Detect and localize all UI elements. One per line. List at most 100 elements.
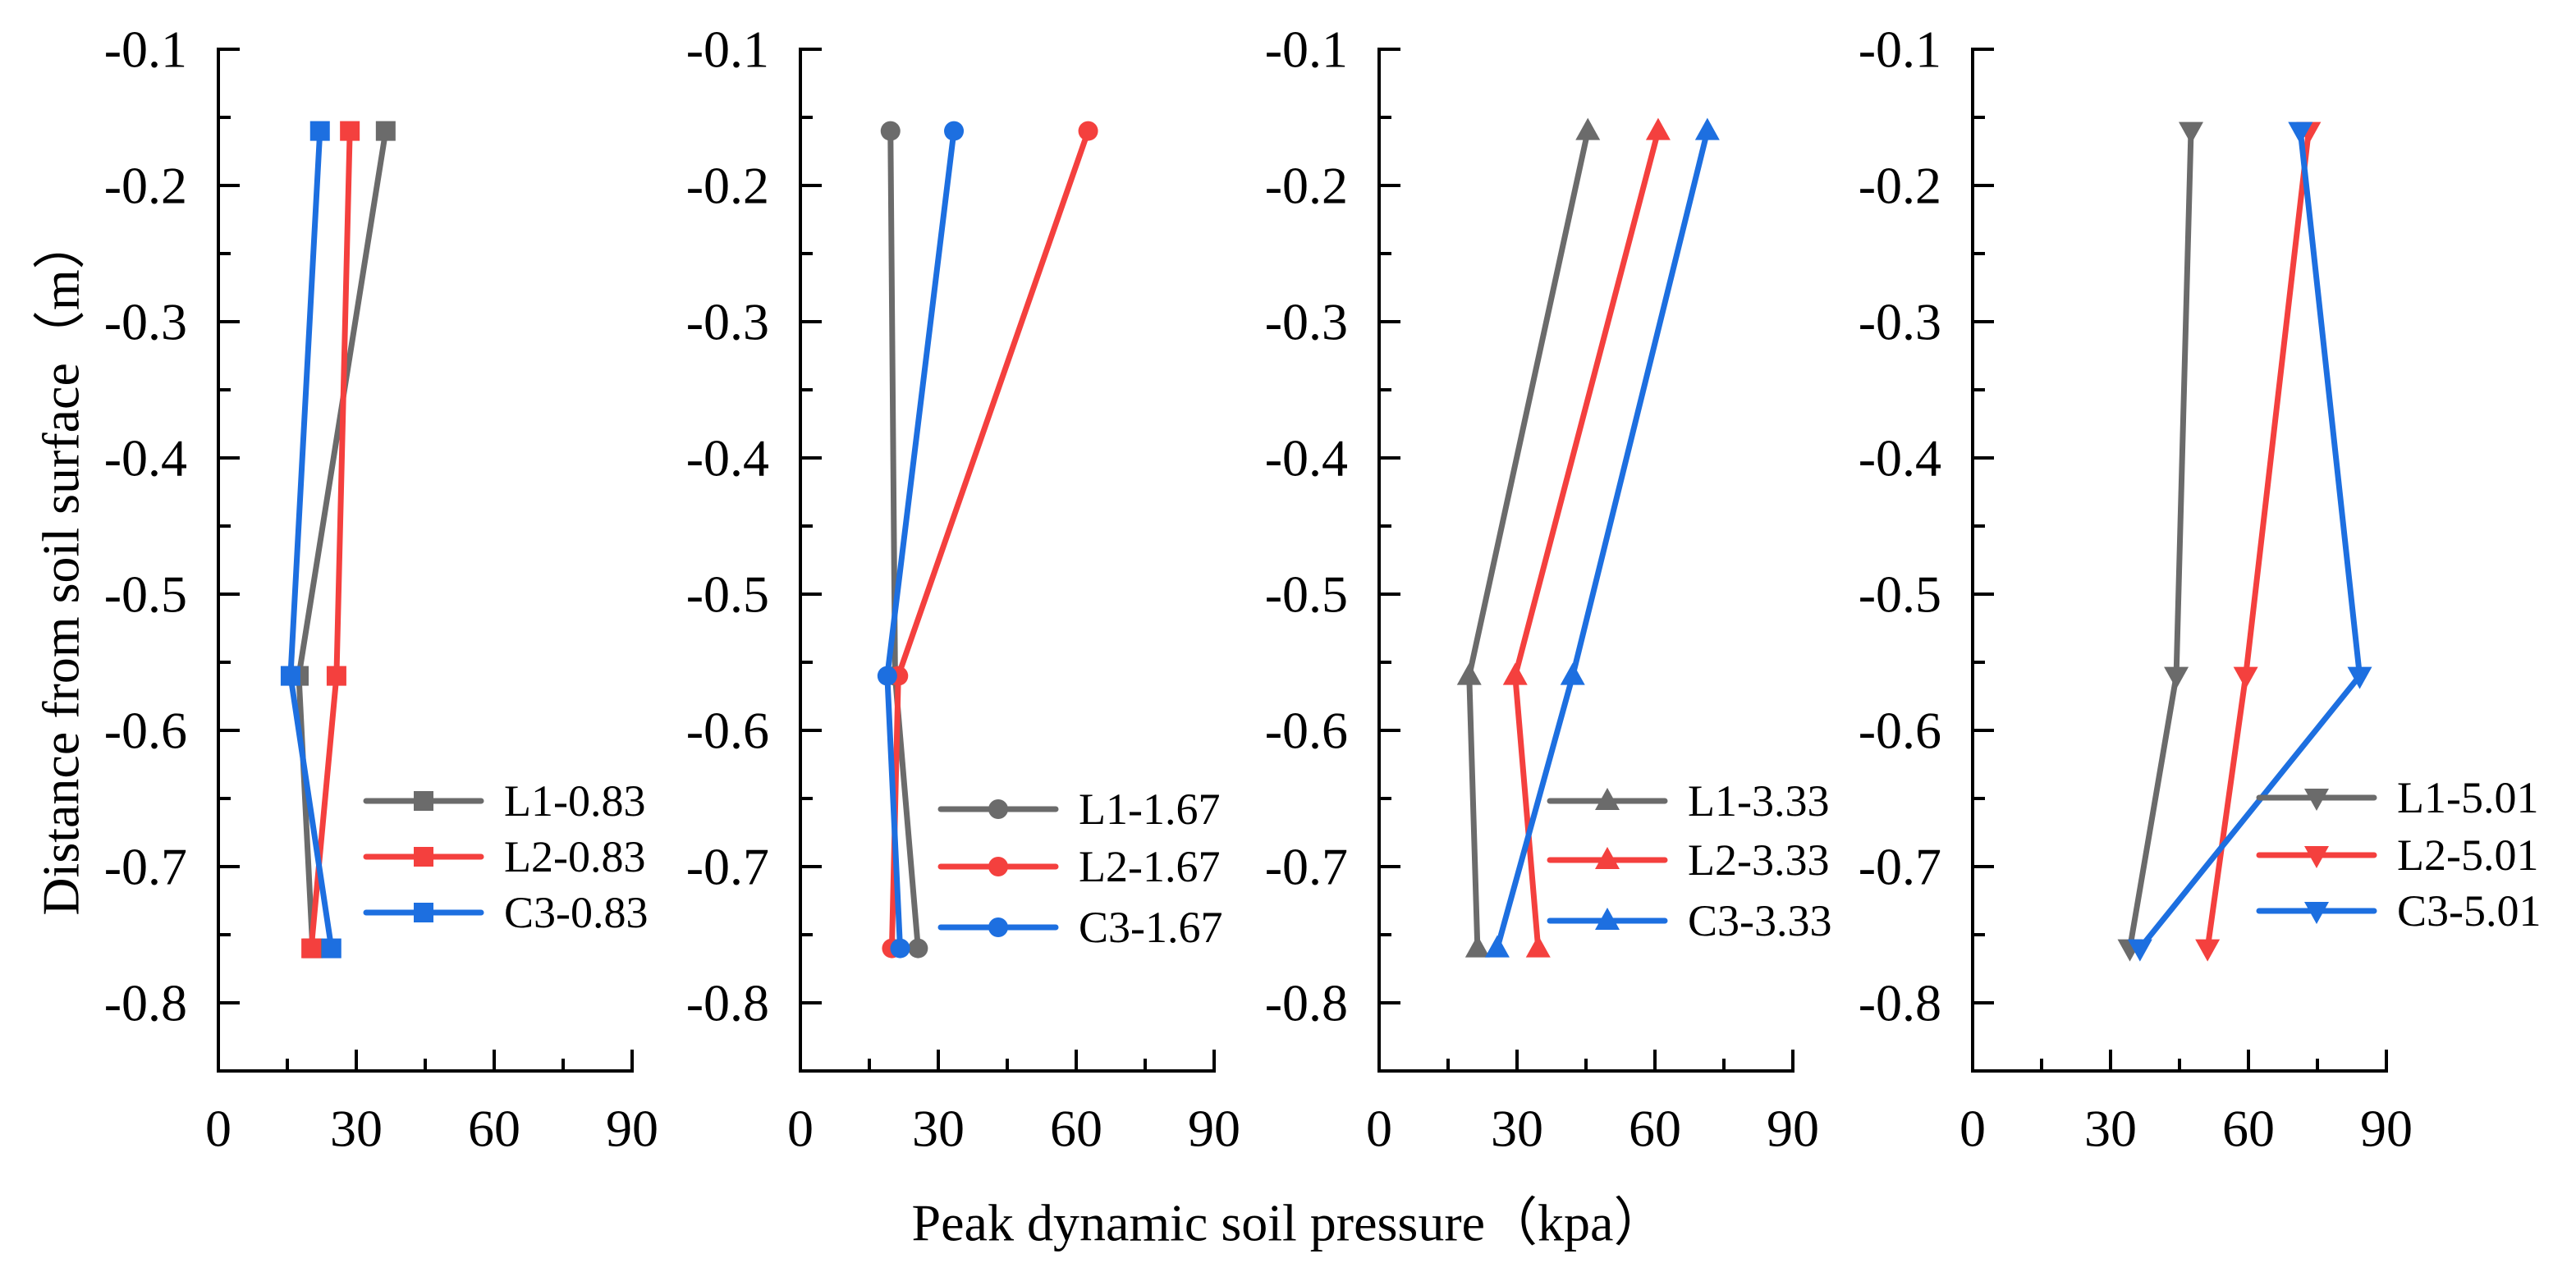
data-point [1575, 117, 1601, 140]
y-tick-label: -0.4 [1265, 429, 1348, 487]
axes [799, 48, 1216, 1073]
y-tick-label: -0.6 [1859, 702, 1941, 760]
y-tick-label: -0.6 [1265, 702, 1348, 760]
legend: L1-5.01 L2-5.01 C3-5.01 [2256, 773, 2542, 936]
x-tick-label: 30 [1491, 1100, 1543, 1158]
y-tick-label: -0.2 [104, 157, 187, 215]
data-point [944, 121, 965, 141]
legend-marker [414, 903, 433, 922]
legend-entry: L2-5.01 [2256, 830, 2538, 880]
x-tick-label: 0 [205, 1100, 231, 1158]
series [1456, 117, 1601, 958]
x-tick-label: 30 [912, 1100, 965, 1158]
data-point [326, 666, 346, 686]
legend-label: L1-5.01 [2397, 773, 2538, 822]
legend: L1-3.33 L2-3.33 C3-3.33 [1547, 776, 1832, 945]
x-tick-label: 90 [2360, 1100, 2413, 1158]
legend-entry: L1-3.33 [1547, 776, 1829, 826]
data-point [890, 938, 910, 959]
legend-marker [414, 791, 433, 811]
legend-label: L1-3.33 [1688, 776, 1829, 826]
legend-marker [2304, 846, 2329, 868]
data-point [321, 938, 341, 959]
legend-marker [988, 857, 1008, 876]
y-axis-title: Distance from soil surface（m） [32, 217, 90, 915]
legend-entry: L1-0.83 [363, 776, 645, 826]
legend-label: C3-1.67 [1079, 903, 1223, 952]
y-tick-label: -0.2 [686, 157, 769, 215]
series [1484, 117, 1720, 958]
legend-marker [414, 847, 433, 867]
y-tick-label: -0.5 [686, 565, 769, 624]
y-tick-label: -0.7 [686, 838, 769, 896]
x-tick-label: 0 [787, 1100, 814, 1158]
series-group [1456, 117, 1720, 958]
y-tick-label: -0.1 [1265, 21, 1348, 79]
y-tick-label: -0.3 [1265, 293, 1348, 351]
data-point [2288, 121, 2313, 144]
x-tick-label: 30 [2084, 1100, 2137, 1158]
y-tick-label: -0.3 [1859, 293, 1941, 351]
legend-label: C3-5.01 [2397, 886, 2542, 936]
series [1502, 117, 1671, 958]
chart-panel-4: -0.1 -0.2 -0.3 -0.4 -0.5 -0.6 -0.7 -0.8 0 30 60 90 L… [1859, 21, 2542, 1158]
x-tick-label: 90 [1767, 1100, 1819, 1158]
data-point [2164, 666, 2189, 689]
x-tick-label: 60 [2222, 1100, 2275, 1158]
legend-entry: L2-1.67 [937, 842, 1220, 891]
data-point [1456, 662, 1482, 685]
legend-label: L2-0.83 [504, 832, 645, 881]
series [877, 121, 965, 959]
y-tick-label: -0.5 [1265, 565, 1348, 624]
legend-entry: L1-1.67 [937, 785, 1220, 834]
series-group [877, 121, 1098, 959]
legend: L1-1.67 L2-1.67 C3-1.67 [937, 785, 1223, 952]
series-group [280, 121, 396, 959]
data-point [1078, 121, 1098, 141]
y-tick-label: -0.4 [686, 429, 769, 487]
y-tick-label: -0.8 [1265, 974, 1348, 1032]
legend-label: C3-0.83 [504, 888, 649, 937]
legend-entry: L2-0.83 [363, 832, 645, 881]
y-tick-label: -0.1 [1859, 21, 1941, 79]
legend-entry: C3-0.83 [363, 888, 649, 937]
chart-panel-2: -0.1 -0.2 -0.3 -0.4 -0.5 -0.6 -0.7 -0.8 0 30 60 90 L… [686, 21, 1240, 1158]
legend-entry: C3-1.67 [937, 903, 1223, 952]
y-tick-label: -0.2 [1265, 157, 1348, 215]
data-point [1694, 117, 1720, 140]
x-tick-label: 30 [330, 1100, 383, 1158]
legend-label: L2-1.67 [1079, 842, 1220, 891]
y-tick-label: -0.7 [104, 838, 187, 896]
y-tick-label: -0.1 [686, 21, 769, 79]
legend-label: L2-3.33 [1688, 835, 1829, 885]
data-point [2233, 666, 2258, 689]
y-tick-label: -0.5 [1859, 565, 1941, 624]
series [2127, 121, 2372, 962]
y-tick-label: -0.4 [104, 429, 187, 487]
data-point [309, 121, 330, 141]
data-point [1525, 935, 1551, 958]
x-tick-label: 60 [1629, 1100, 1681, 1158]
data-point [2195, 939, 2221, 962]
legend-marker [1595, 908, 1620, 930]
legend-label: C3-3.33 [1688, 896, 1832, 945]
data-point [877, 666, 897, 686]
legend-marker [988, 799, 1008, 819]
legend: L1-0.83 L2-0.83 C3-0.83 [363, 776, 649, 937]
x-tick-label: 0 [1960, 1100, 1986, 1158]
data-point [375, 121, 396, 141]
x-tick-label: 60 [1050, 1100, 1102, 1158]
chart-panels: -0.1 -0.2 -0.3 -0.4 -0.5 -0.6 -0.7 -0.8 0 30 60 90 L… [104, 21, 2542, 1158]
y-tick-label: -0.8 [104, 974, 187, 1032]
legend-marker [1595, 788, 1620, 810]
legend-label: L2-5.01 [2397, 830, 2538, 880]
legend-entry: L2-3.33 [1547, 835, 1829, 885]
series-group [2117, 121, 2372, 962]
axes [217, 48, 634, 1073]
legend-entry: C3-5.01 [2256, 886, 2542, 936]
y-tick-label: -0.1 [104, 21, 187, 79]
data-point [1645, 117, 1671, 140]
axes [1971, 48, 2388, 1073]
legend-label: L1-1.67 [1079, 785, 1220, 834]
